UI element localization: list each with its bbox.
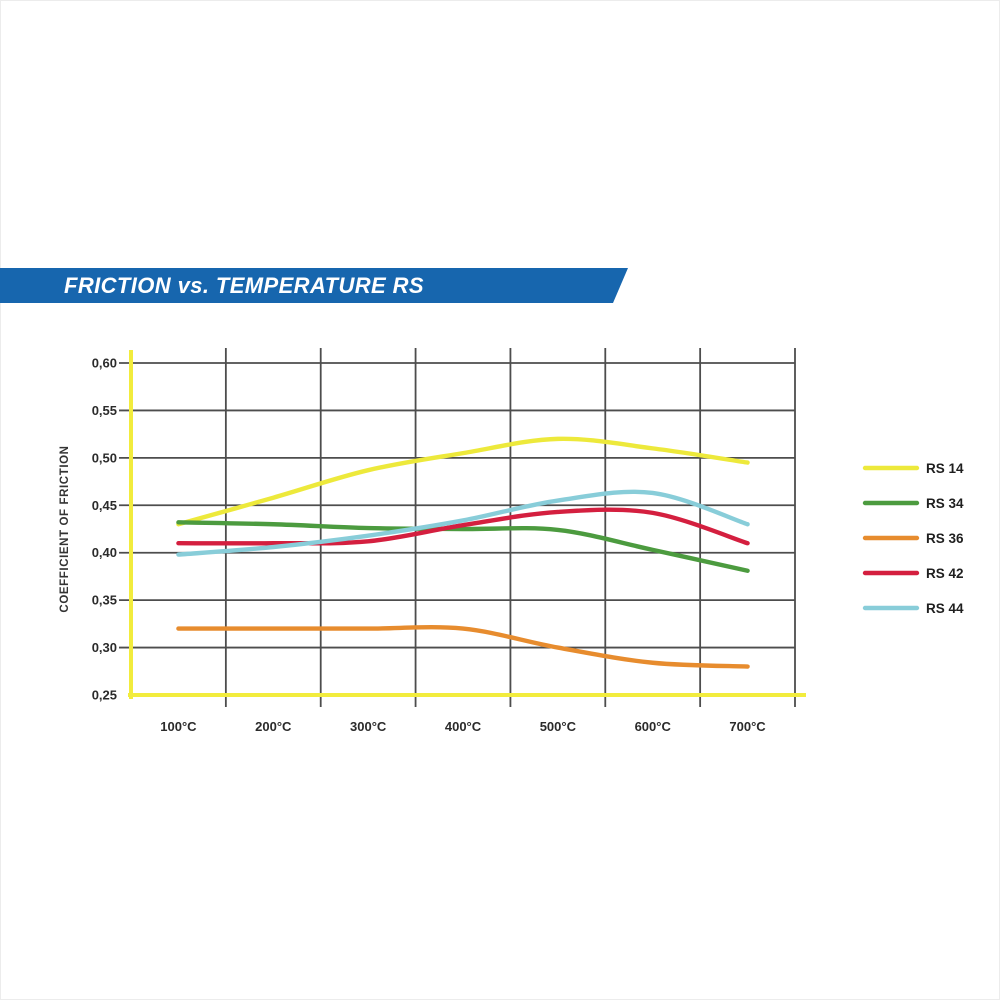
y-tick-label: 0,25 [92, 688, 117, 703]
x-tick-label: 300°C [350, 719, 387, 734]
y-tick-label: 0,45 [92, 498, 117, 513]
x-tick-label: 100°C [160, 719, 197, 734]
series-line-rs-44 [176, 489, 750, 557]
series-line-rs-36 [176, 625, 750, 669]
legend-label-rs-36: RS 36 [926, 531, 964, 546]
series-line-rs-42 [176, 507, 750, 546]
y-axis-title: COEFFICIENT OF FRICTION [59, 445, 71, 612]
x-tick-label: 600°C [635, 719, 672, 734]
x-tick-label: 700°C [729, 719, 766, 734]
y-tick-label: 0,30 [92, 640, 117, 655]
x-tick-label: 500°C [540, 719, 577, 734]
y-tick-label: 0,55 [92, 403, 117, 418]
y-tick-label: 0,35 [92, 593, 117, 608]
x-tick-label: 200°C [255, 719, 292, 734]
legend-label-rs-42: RS 42 [926, 566, 964, 581]
legend-label-rs-44: RS 44 [926, 601, 964, 616]
legend-label-rs-34: RS 34 [926, 496, 964, 511]
y-tick-label: 0,60 [92, 356, 117, 371]
legend-label-rs-14: RS 14 [926, 461, 964, 476]
y-tick-label: 0,40 [92, 545, 117, 560]
title-banner: FRICTION vs. TEMPERATURE RS [0, 268, 628, 303]
y-tick-label: 0,50 [92, 450, 117, 465]
series-line-rs-14 [176, 436, 750, 527]
page-title: FRICTION vs. TEMPERATURE RS [64, 272, 424, 298]
series-line-rs-34 [176, 520, 750, 573]
x-tick-label: 400°C [445, 719, 482, 734]
